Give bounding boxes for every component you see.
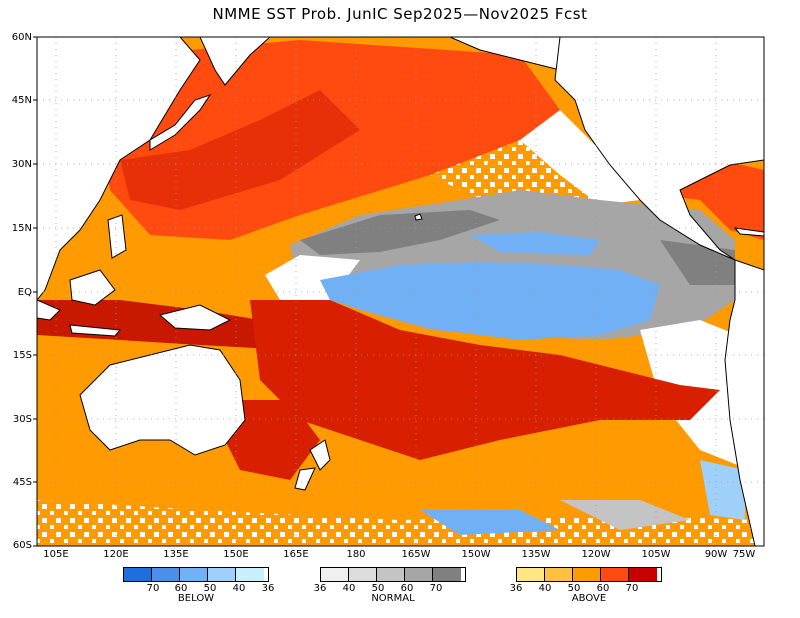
legend-tick: 50 <box>203 583 217 594</box>
legend-tick: 70 <box>146 583 160 594</box>
legend-tick: 36 <box>313 583 327 594</box>
lon-label: 180 <box>346 549 366 560</box>
lat-label: EQ <box>17 287 32 298</box>
northeast-pacific-neutral-region <box>520 110 640 205</box>
philippines-landmass <box>107 214 127 259</box>
legend-above-label: ABOVE <box>571 593 607 604</box>
equatorial-below-region <box>320 262 660 340</box>
legend-tick: 60 <box>174 583 188 594</box>
legend-swatch <box>152 568 180 581</box>
legend-tick: 40 <box>342 583 356 594</box>
lat-label: 45N <box>11 95 32 106</box>
lat-label: 30S <box>12 414 32 425</box>
land-group <box>37 37 764 546</box>
legend-swatch <box>377 568 405 581</box>
new-zealand-landmass <box>309 439 331 471</box>
southern-ocean-normal-patch <box>560 500 690 530</box>
legend-tick: 40 <box>538 583 552 594</box>
lon-label: 90W <box>704 549 728 560</box>
cuba-landmass <box>733 227 764 237</box>
legend-swatch <box>405 568 433 581</box>
borneo-landmass <box>69 269 116 306</box>
equatorial-below-north-region <box>470 232 600 255</box>
legend-below-label: BELOW <box>177 593 215 604</box>
legend-tick: 40 <box>232 583 246 594</box>
legend-tick: 60 <box>596 583 610 594</box>
new-zealand-south-landmass <box>294 467 316 491</box>
kamchatka-landmass <box>199 37 271 86</box>
japan-landmass <box>149 94 212 151</box>
southern-ocean-below-patch <box>420 510 560 535</box>
legend-swatch <box>601 568 629 581</box>
lat-label: 15S <box>12 350 32 361</box>
kuroshio-warm-region <box>120 90 360 210</box>
legend-tick: 50 <box>567 583 581 594</box>
lon-label: 135E <box>163 549 189 560</box>
legend-above-colorbar <box>516 567 662 582</box>
legend-normal-label: NORMAL <box>371 593 415 604</box>
lon-label: 75W <box>732 549 756 560</box>
lat-label: 15N <box>11 223 32 234</box>
lon-label: 165W <box>401 549 431 560</box>
equatorial-normal-dark-region <box>300 210 500 255</box>
legend-swatch <box>321 568 349 581</box>
legend-swatch <box>545 568 573 581</box>
legend-swatch <box>208 568 236 581</box>
legend-swatch <box>433 568 461 581</box>
lat-label: 45S <box>12 477 32 488</box>
legend-tick: 36 <box>261 583 275 594</box>
lon-label: 120W <box>581 549 611 560</box>
map-title: NMME SST Prob. JunIC Sep2025—Nov2025 Fcs… <box>212 5 588 23</box>
legend-swatch <box>517 568 545 581</box>
south-america-landmass <box>724 259 764 546</box>
lon-label: 165E <box>283 549 309 560</box>
legend-tick: 36 <box>509 583 523 594</box>
legend-tick: 50 <box>371 583 385 594</box>
lon-label: 150W <box>461 549 491 560</box>
axis-ticks <box>33 36 37 547</box>
southeast-pacific-below-patch <box>700 460 745 520</box>
lat-label: 60S <box>12 540 32 551</box>
south-pacific-warm-region <box>250 300 720 460</box>
legend-below-colorbar <box>123 567 269 582</box>
lat-label: 30N <box>11 159 32 170</box>
lon-label: 105W <box>641 549 671 560</box>
lon-label: 135W <box>521 549 551 560</box>
legend-below: 70 60 50 40 36 BELOW <box>123 567 274 604</box>
new-guinea-landmass <box>158 304 232 331</box>
legend-above: 36 40 50 60 70 ABOVE <box>510 567 662 604</box>
legend-tick: 60 <box>400 583 414 594</box>
legend-swatch <box>124 568 152 581</box>
graticule <box>37 37 764 546</box>
lon-label: 105E <box>43 549 69 560</box>
australia-landmass <box>79 344 246 456</box>
legend-normal-colorbar <box>320 567 466 582</box>
hawaii-landmass <box>414 213 423 221</box>
legend-swatch <box>236 568 264 581</box>
legend-tick: 70 <box>429 583 443 594</box>
legend-swatch <box>629 568 657 581</box>
lat-label: 60N <box>11 32 32 43</box>
northeast-pacific-speckle <box>430 140 600 210</box>
lon-label: 150E <box>223 549 249 560</box>
legend-swatch <box>349 568 377 581</box>
southern-ocean-speckle <box>37 500 764 546</box>
legend-normal: 36 40 50 60 70 NORMAL <box>314 567 466 604</box>
java-landmass <box>69 324 121 337</box>
legend-swatch <box>180 568 208 581</box>
legend-swatch <box>573 568 601 581</box>
legend-tick: 70 <box>625 583 639 594</box>
lon-label: 120E <box>103 549 129 560</box>
sumatra-landmass <box>37 299 61 321</box>
